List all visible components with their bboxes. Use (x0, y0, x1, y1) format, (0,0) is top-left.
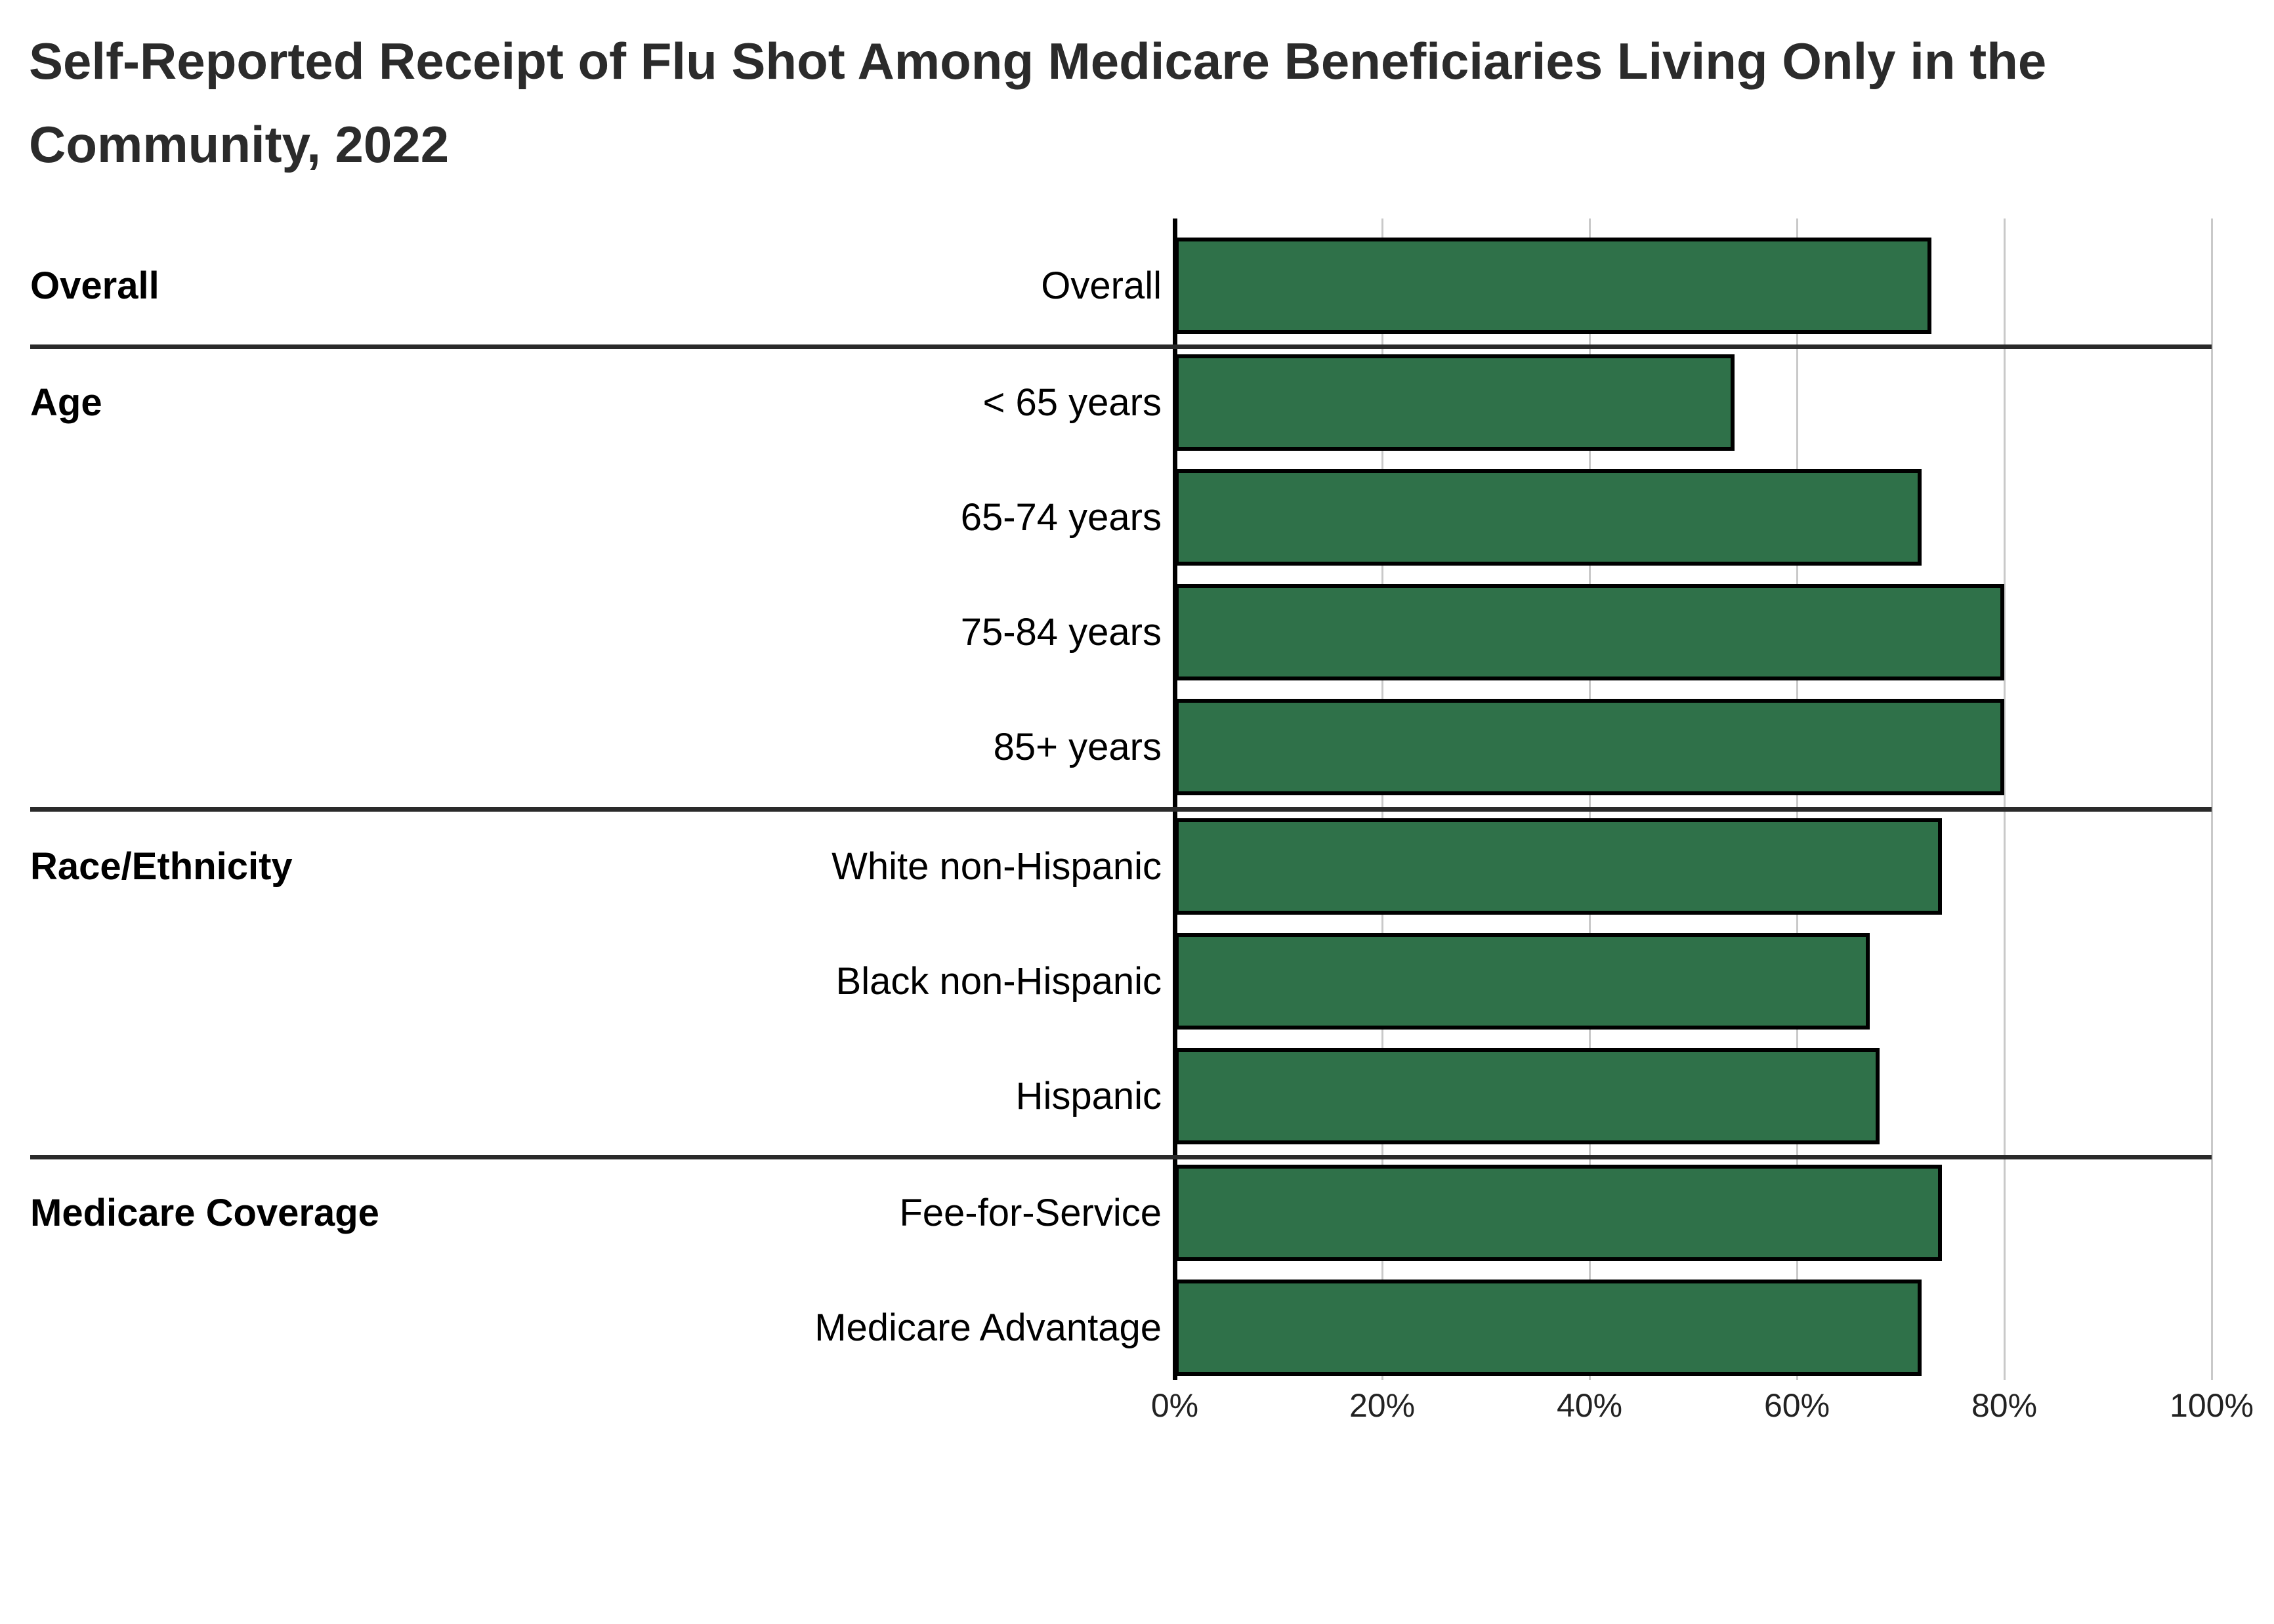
chart-title-line-1: Self-Reported Receipt of Flu Shot Among … (29, 32, 2047, 90)
section-separator-1 (30, 344, 2212, 349)
gridline-40 (1588, 219, 1591, 1380)
chart-bar-hispanic (1175, 1048, 1880, 1144)
chart-bar-65-74-years (1175, 469, 1922, 566)
row-label--65-years: < 65 years (982, 381, 1162, 424)
row-label-white-non-hispanic: White non-Hispanic (832, 845, 1162, 888)
x-axis-zero-line (1172, 219, 1177, 1380)
section-separator-3 (30, 1155, 2212, 1159)
chart-bar-75-84-years (1175, 584, 2004, 680)
chart-bar-medicare-advantage (1175, 1280, 1922, 1376)
x-tick-label-80: 80% (1971, 1387, 2038, 1424)
x-tick-label-60: 60% (1763, 1387, 1830, 1424)
section-label-overall: Overall (30, 264, 159, 307)
section-separator-2 (30, 807, 2212, 812)
section-label-medicare-coverage: Medicare Coverage (30, 1192, 379, 1234)
x-tick-label-40: 40% (1556, 1387, 1623, 1424)
row-label-overall: Overall (1041, 264, 1162, 307)
row-label-fee-for-service: Fee-for-Service (899, 1192, 1162, 1234)
chart-bar-black-non-hispanic (1175, 933, 1870, 1030)
x-tick-label-100: 100% (2170, 1387, 2254, 1424)
chart-bar-overall (1175, 238, 1932, 334)
chart-bar-85-years (1175, 699, 2004, 795)
gridline-80 (2003, 219, 2006, 1380)
chart-title: Self-Reported Receipt of Flu Shot Among … (29, 20, 2214, 186)
row-label-65-74-years: 65-74 years (960, 496, 1162, 539)
x-tick-label-20: 20% (1349, 1387, 1416, 1424)
row-label-75-84-years: 75-84 years (960, 611, 1162, 654)
gridline-60 (1796, 219, 1798, 1380)
row-label-black-non-hispanic: Black non-Hispanic (835, 960, 1162, 1003)
chart-bar-fee-for-service (1175, 1165, 1943, 1261)
section-label-age: Age (30, 381, 102, 424)
row-label-85-years: 85+ years (993, 726, 1162, 768)
chart-title-line-2: Community, 2022 (29, 115, 450, 173)
chart-bar--65-years (1175, 354, 1735, 451)
gridline-100 (2210, 219, 2213, 1380)
chart-bar-white-non-hispanic (1175, 818, 1943, 915)
section-label-race-ethnicity: Race/Ethnicity (30, 845, 293, 888)
row-label-medicare-advantage: Medicare Advantage (814, 1306, 1162, 1349)
gridline-20 (1381, 219, 1383, 1380)
row-label-hispanic: Hispanic (1015, 1075, 1162, 1117)
x-tick-label-0: 0% (1150, 1387, 1199, 1424)
